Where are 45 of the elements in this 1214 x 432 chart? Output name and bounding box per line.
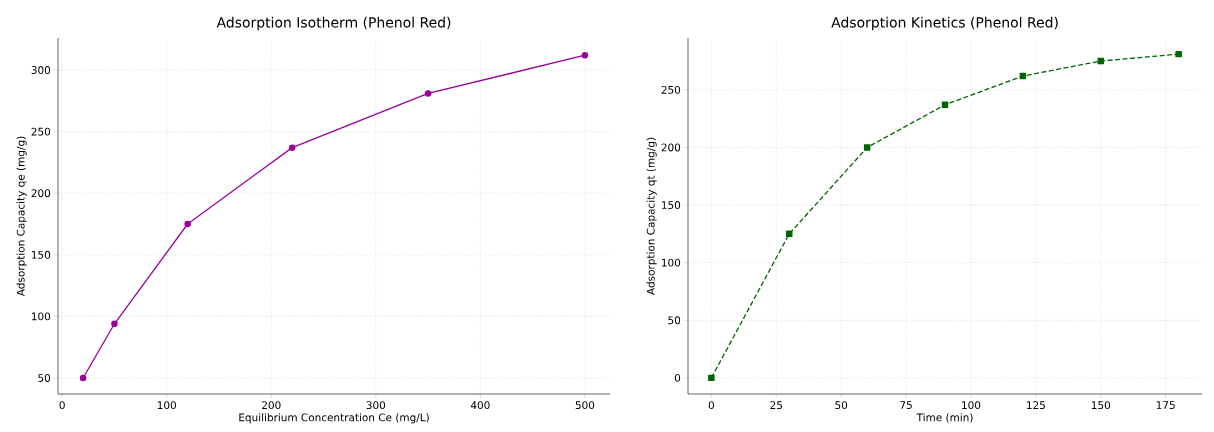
point xyxy=(863,144,871,151)
y-tick-label: 250 xyxy=(31,127,51,136)
point xyxy=(288,144,296,151)
y-axis-title: Adsorption Capacity qt (mg/g) xyxy=(646,137,657,295)
x-tick-label: 150 xyxy=(1091,401,1111,410)
y-tick-label: 50 xyxy=(38,374,51,382)
y-tick-label: 200 xyxy=(31,189,51,198)
x-tick-label: 100 xyxy=(157,401,177,410)
point xyxy=(1097,57,1105,65)
y-tick-label: 200 xyxy=(661,143,681,152)
point xyxy=(786,230,793,238)
y-tick-label: 100 xyxy=(662,258,681,267)
point xyxy=(184,220,191,228)
point xyxy=(941,101,949,109)
x-tick-label: 0 xyxy=(59,401,65,410)
point xyxy=(424,90,432,97)
y-tick-label: 150 xyxy=(31,250,51,259)
point xyxy=(581,52,589,59)
x-tick-label: 125 xyxy=(1027,401,1045,410)
x-tick-label: 0 xyxy=(708,401,714,410)
point xyxy=(1019,72,1027,80)
y-axis-title: Adsorption Capacity qe (mg/g) xyxy=(16,136,27,297)
y-tick-label: 150 xyxy=(662,201,681,209)
x-tick-label: 100 xyxy=(962,401,981,410)
y-tick-label: 0 xyxy=(674,373,681,382)
x-axis-title: Equilibrium Concentration Ce (mg/L) xyxy=(239,413,429,424)
y-tick-label: 100 xyxy=(31,312,51,321)
x-tick-label: 50 xyxy=(835,401,848,410)
chart-title: Adsorption Isotherm (Phenol Red) xyxy=(216,16,451,31)
chart-title: Adsorption Kinetics (Phenol Red) xyxy=(831,16,1058,31)
x-tick-label: 75 xyxy=(900,401,912,409)
point xyxy=(79,374,87,382)
point xyxy=(708,374,715,382)
point xyxy=(111,320,118,328)
x-tick-label: 200 xyxy=(262,401,281,410)
x-axis-title: Time (min) xyxy=(916,413,973,423)
point xyxy=(1175,50,1182,58)
x-tick-label: 500 xyxy=(575,401,595,410)
y-tick-label: 300 xyxy=(31,66,51,74)
y-tick-label: 50 xyxy=(668,316,681,325)
x-tick-label: 300 xyxy=(366,401,386,410)
y-tick-label: 250 xyxy=(661,85,681,94)
x-tick-label: 175 xyxy=(1156,401,1175,409)
x-tick-label: 25 xyxy=(770,401,782,410)
x-tick-label: 400 xyxy=(470,401,490,410)
